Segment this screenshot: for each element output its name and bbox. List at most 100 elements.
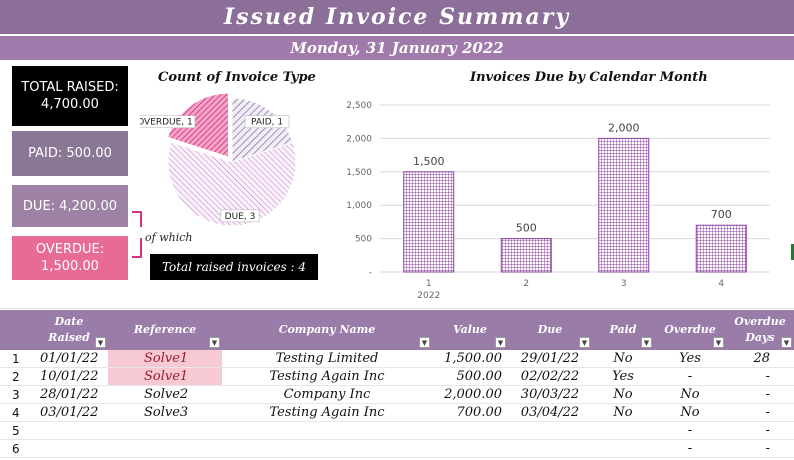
total-invoices-box: Total raised invoices : 4 (150, 254, 318, 280)
cell-overdue[interactable]: - (654, 439, 726, 458)
table-row[interactable]: 3 28/01/22 Solve2 Company Inc 2,000.00 30/03/… (0, 385, 794, 404)
col-header-overdue-days: Overdue Days ▼ (726, 310, 794, 350)
col-header-paid: Paid ▼ (592, 310, 654, 350)
cell-overdue[interactable]: Yes (654, 350, 726, 368)
filter-dropdown-icon[interactable]: ▼ (579, 337, 590, 348)
cell-reference[interactable]: Solve1 (108, 350, 222, 368)
cell-paid[interactable]: Yes (592, 367, 654, 386)
cell-due[interactable]: 02/02/22 (508, 367, 592, 386)
cell-company[interactable]: Company Inc (222, 385, 432, 404)
kpi-due: DUE: 4,200.00 (12, 185, 128, 227)
kpi-paid-text: PAID: 500.00 (28, 146, 112, 161)
table-row[interactable]: 5 -- (0, 421, 794, 440)
col-header-company: Company Name ▼ (222, 310, 432, 350)
cell-company[interactable]: Testing Limited (222, 350, 432, 368)
pie-slice-overdue (166, 92, 229, 158)
kpi-paid: PAID: 500.00 (12, 131, 128, 176)
cell-overdue-days[interactable]: - (726, 439, 794, 458)
pie-label-box (220, 209, 260, 223)
bar (403, 171, 455, 273)
cell-reference[interactable]: Solve2 (108, 385, 222, 404)
table-header-row: Date Raised ▼ Reference ▼ Company Name ▼ Va… (0, 310, 794, 350)
row-number[interactable]: 4 (0, 403, 30, 422)
cell-company[interactable] (222, 439, 432, 458)
bar (500, 238, 552, 273)
cell-due[interactable] (508, 421, 592, 440)
pie-data-label: OVERDUE, 1 (140, 118, 193, 128)
pie-label-box (140, 115, 196, 129)
cell-due[interactable]: 03/04/22 (508, 403, 592, 422)
invoice-table: Date Raised ▼ Reference ▼ Company Name ▼ Va… (0, 310, 794, 458)
bar (695, 224, 747, 273)
cell-date[interactable] (30, 421, 108, 440)
y-tick-label: 500 (355, 235, 372, 245)
cell-overdue[interactable]: No (654, 403, 726, 422)
row-number[interactable]: 5 (0, 421, 30, 440)
table-row[interactable]: 4 03/01/22 Solve3 Testing Again Inc 700.00 03… (0, 403, 794, 422)
cell-company[interactable] (222, 421, 432, 440)
pie-slice-paid (231, 97, 294, 163)
cell-value[interactable]: 700.00 (432, 403, 508, 422)
pie-label-box (244, 115, 290, 129)
cell-value[interactable] (432, 439, 508, 458)
filter-dropdown-icon[interactable]: ▼ (641, 337, 652, 348)
cell-company[interactable]: Testing Again Inc (222, 403, 432, 422)
y-tick-label: - (369, 268, 372, 278)
kpi-overdue-text: OVERDUE: 1,500.00 (35, 242, 105, 274)
cell-overdue[interactable]: - (654, 367, 726, 386)
cell-value[interactable]: 2,000.00 (432, 385, 508, 404)
filter-dropdown-icon[interactable]: ▼ (713, 337, 724, 348)
cell-overdue-days[interactable]: - (726, 385, 794, 404)
filter-dropdown-icon[interactable]: ▼ (495, 337, 506, 348)
cell-overdue-days[interactable]: - (726, 367, 794, 386)
kpi-due-text: DUE: 4,200.00 (22, 198, 118, 214)
filter-dropdown-icon[interactable]: ▼ (95, 337, 106, 348)
row-number[interactable]: 6 (0, 439, 30, 458)
cell-date[interactable] (30, 439, 108, 458)
col-header-due: Due ▼ (508, 310, 592, 350)
cell-paid[interactable] (592, 439, 654, 458)
table-row[interactable]: 2 10/01/22 Solve1 Testing Again Inc 500.00 02… (0, 367, 794, 386)
y-tick-label: 2,000 (346, 134, 372, 144)
table-row[interactable]: 1 01/01/22 Solve1 Testing Limited 1,500.00 29… (0, 350, 794, 368)
pie-data-label: DUE, 3 (225, 212, 256, 222)
cell-overdue-days[interactable]: - (726, 403, 794, 422)
table-row[interactable]: 6 -- (0, 439, 794, 458)
filter-dropdown-icon[interactable]: ▼ (419, 337, 430, 348)
cell-value[interactable] (432, 421, 508, 440)
overdue-connector (132, 238, 142, 258)
cell-paid[interactable]: No (592, 350, 654, 368)
cell-date[interactable]: 10/01/22 (30, 367, 108, 386)
row-number[interactable]: 1 (0, 350, 30, 368)
cell-reference[interactable]: Solve1 (108, 367, 222, 386)
cell-overdue-days[interactable]: 28 (726, 350, 794, 368)
x-tick-label: 2 (523, 279, 529, 289)
cell-company[interactable]: Testing Again Inc (222, 367, 432, 386)
row-number[interactable]: 3 (0, 385, 30, 404)
col-label-company: Company Name (278, 323, 376, 336)
cell-due[interactable]: 30/03/22 (508, 385, 592, 404)
cell-reference[interactable]: Solve3 (108, 403, 222, 422)
cell-paid[interactable]: No (592, 403, 654, 422)
cell-overdue[interactable]: - (654, 421, 726, 440)
cell-value[interactable]: 1,500.00 (432, 350, 508, 368)
cell-value[interactable]: 500.00 (432, 367, 508, 386)
cell-reference[interactable] (108, 439, 222, 458)
col-label-reference: Reference (133, 323, 197, 336)
cell-reference[interactable] (108, 421, 222, 440)
cell-paid[interactable]: No (592, 385, 654, 404)
cell-date[interactable]: 01/01/22 (30, 350, 108, 368)
col-header-reference: Reference ▼ (108, 310, 222, 350)
cell-date[interactable]: 03/01/22 (30, 403, 108, 422)
cell-overdue-days[interactable]: - (726, 421, 794, 440)
filter-dropdown-icon[interactable]: ▼ (209, 337, 220, 348)
cell-due[interactable] (508, 439, 592, 458)
col-label-overdue-days: Overdue Days (734, 315, 786, 344)
cell-due[interactable]: 29/01/22 (508, 350, 592, 368)
y-tick-label: 1,500 (346, 168, 372, 178)
cell-overdue[interactable]: No (654, 385, 726, 404)
cell-date[interactable]: 28/01/22 (30, 385, 108, 404)
cell-paid[interactable] (592, 421, 654, 440)
row-number[interactable]: 2 (0, 367, 30, 386)
filter-dropdown-icon[interactable]: ▼ (781, 337, 792, 348)
